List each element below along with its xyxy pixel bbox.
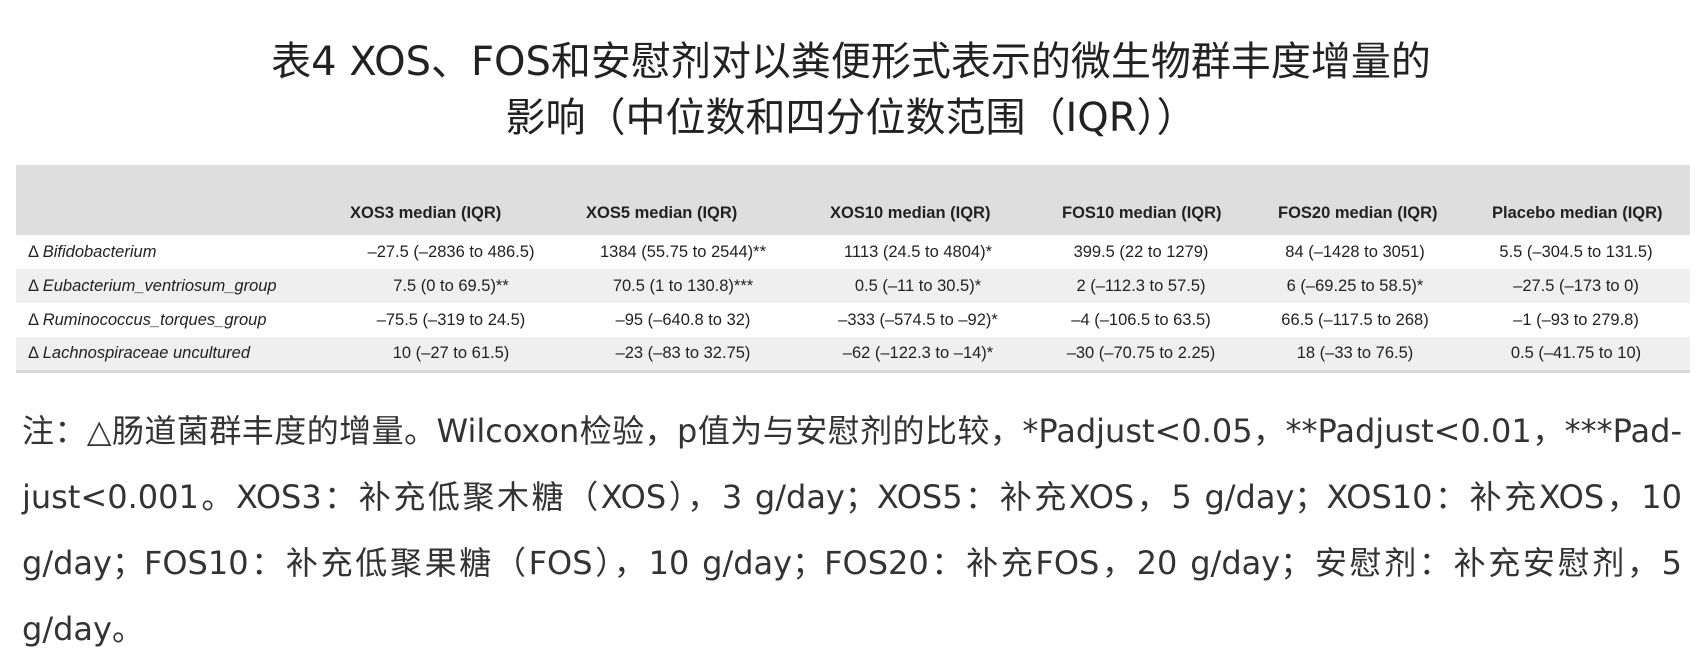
table-row: Δ Eubacterium_ventriosum_group 7.5 (0 to … [16,269,1690,303]
header-fos10: FOS10 median (IQR) [1062,204,1222,222]
taxon-name: Eubacterium_ventriosum_group [42,276,277,295]
row-label: Δ Bifidobacterium [16,235,338,269]
row-label: Δ Eubacterium_ventriosum_group [16,269,338,303]
table-cell: 2 (–112.3 to 57.5) [1076,276,1206,295]
table-cell: 18 (–33 to 76.5) [1296,343,1414,362]
table-cell: 0.5 (–11 to 30.5)* [854,276,982,295]
header-fos20: FOS20 median (IQR) [1278,204,1438,222]
table-cell: 10 (–27 to 61.5) [392,343,510,362]
header-xos3: XOS3 median (IQR) [350,204,502,222]
table-cell: 1384 (55.75 to 2544)** [599,242,767,261]
taxon-name: Ruminococcus_torques_group [42,310,267,329]
table-cell: –4 (–106.5 to 63.5) [1071,310,1211,329]
header-xos5: XOS5 median (IQR) [586,204,738,222]
taxon-name: Lachnospiraceae uncultured [42,343,251,362]
table-cell: 84 (–1428 to 3051) [1285,242,1425,261]
footnote: 注：△肠道菌群丰度的增量。Wilcoxon检验，p值为与安慰剂的比较，*Padj… [22,412,1682,648]
table-cell: 6 (–69.25 to 58.5)* [1286,276,1424,295]
table-cell: 1113 (24.5 to 4804)* [843,242,992,261]
table-cell: 0.5 (–41.75 to 10) [1510,343,1642,362]
table-cell: –62 (–122.3 to –14)* [842,343,994,362]
row-label: Δ Lachnospiraceae uncultured [16,337,338,371]
table-cell: –1 (–93 to 279.8) [1513,310,1639,329]
delta-symbol: Δ [28,310,39,329]
header-empty [16,165,338,235]
delta-symbol: Δ [28,343,39,362]
table-cell: 70.5 (1 to 130.8)*** [612,276,754,295]
header-xos10: XOS10 median (IQR) [830,204,991,222]
table-cell: –30 (–70.75 to 2.25) [1066,343,1216,362]
header-placebo: Placebo median (IQR) [1492,204,1663,222]
delta-symbol: Δ [28,276,39,295]
taxon-name: Bifidobacterium [42,242,157,261]
table-cell: –333 (–574.5 to –92)* [838,310,998,329]
table-cell: 66.5 (–117.5 to 268) [1281,310,1429,329]
table-row: Δ Bifidobacterium –27.5 (–2836 to 486.5) 1… [16,235,1690,269]
table-title: 表4 XOS、FOS和安慰剂对以粪便形式表示的微生物群丰度增量的 影响（中位数和… [0,34,1702,146]
title-line-2: 影响（中位数和四分位数范围（IQR）） [505,95,1197,141]
table-cell: –23 (–83 to 32.75) [615,343,751,362]
table-cell: 399.5 (22 to 1279) [1073,242,1209,261]
delta-symbol: Δ [28,242,39,261]
table-cell: 7.5 (0 to 69.5)** [393,276,509,295]
table-cell: –95 (–640.8 to 32) [615,310,751,329]
table-cell: 5.5 (–304.5 to 131.5) [1499,242,1653,261]
table-cell: –27.5 (–2836 to 486.5) [367,242,535,261]
table-cell: –75.5 (–319 to 24.5) [376,310,526,329]
table-row: Δ Lachnospiraceae uncultured 10 (–27 to 6… [16,337,1690,371]
results-table: XOS3 median (IQR) XOS5 median (IQR) XOS1… [16,165,1690,373]
title-line-1: 表4 XOS、FOS和安慰剂对以粪便形式表示的微生物群丰度增量的 [271,39,1431,85]
header-row: XOS3 median (IQR) XOS5 median (IQR) XOS1… [16,165,1690,235]
row-label: Δ Ruminococcus_torques_group [16,303,338,337]
table-row: Δ Ruminococcus_torques_group –75.5 (–319 … [16,303,1690,337]
table-cell: –27.5 (–173 to 0) [1513,276,1639,295]
